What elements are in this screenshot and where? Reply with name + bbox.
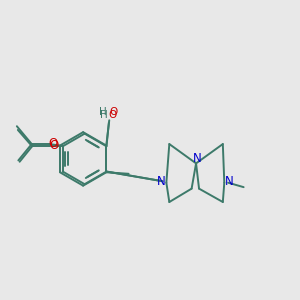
Text: N: N <box>225 175 234 188</box>
Text: N: N <box>193 152 201 164</box>
Text: H: H <box>100 110 107 120</box>
Text: N: N <box>157 175 165 188</box>
Text: O: O <box>49 139 58 152</box>
Text: O: O <box>48 137 57 150</box>
Text: H: H <box>98 107 106 117</box>
Text: O: O <box>108 110 116 120</box>
Text: O: O <box>109 107 118 117</box>
